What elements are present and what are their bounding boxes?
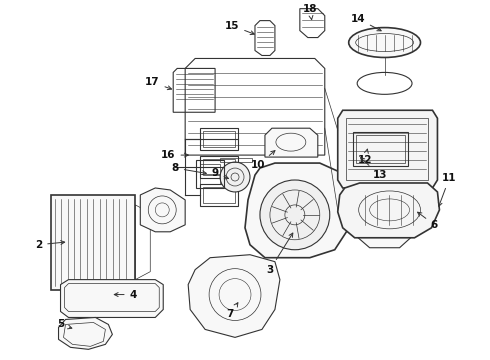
Text: 17: 17	[145, 77, 172, 90]
Polygon shape	[140, 188, 185, 232]
Text: 13: 13	[361, 158, 387, 180]
Polygon shape	[58, 318, 112, 349]
Bar	[203, 159, 235, 175]
Bar	[200, 184, 238, 206]
Bar	[200, 164, 220, 184]
Ellipse shape	[220, 162, 250, 192]
Bar	[356, 135, 405, 163]
Polygon shape	[61, 280, 163, 318]
Bar	[196, 160, 224, 188]
Text: 12: 12	[357, 149, 372, 165]
Polygon shape	[188, 255, 280, 337]
Text: 8: 8	[172, 163, 206, 175]
Text: 4: 4	[114, 289, 137, 300]
Polygon shape	[338, 183, 440, 238]
Bar	[200, 128, 238, 150]
Bar	[203, 131, 235, 147]
Polygon shape	[50, 195, 135, 289]
Bar	[203, 187, 235, 203]
Polygon shape	[245, 163, 348, 258]
Polygon shape	[350, 165, 429, 248]
Text: 10: 10	[251, 150, 275, 170]
Ellipse shape	[260, 180, 330, 250]
Bar	[346, 118, 428, 180]
Bar	[200, 156, 238, 178]
Text: 3: 3	[266, 233, 293, 275]
Text: 9: 9	[212, 168, 228, 179]
Text: 15: 15	[225, 21, 254, 35]
Polygon shape	[265, 128, 318, 157]
Bar	[353, 132, 408, 166]
Ellipse shape	[349, 28, 420, 58]
Text: 14: 14	[350, 14, 381, 31]
Polygon shape	[338, 110, 438, 188]
Text: 18: 18	[302, 4, 317, 20]
Text: 2: 2	[35, 240, 65, 250]
Text: 5: 5	[57, 319, 72, 329]
Text: 16: 16	[161, 150, 188, 160]
Text: 7: 7	[226, 303, 238, 319]
Text: 11: 11	[439, 173, 457, 206]
Text: 6: 6	[417, 212, 438, 230]
